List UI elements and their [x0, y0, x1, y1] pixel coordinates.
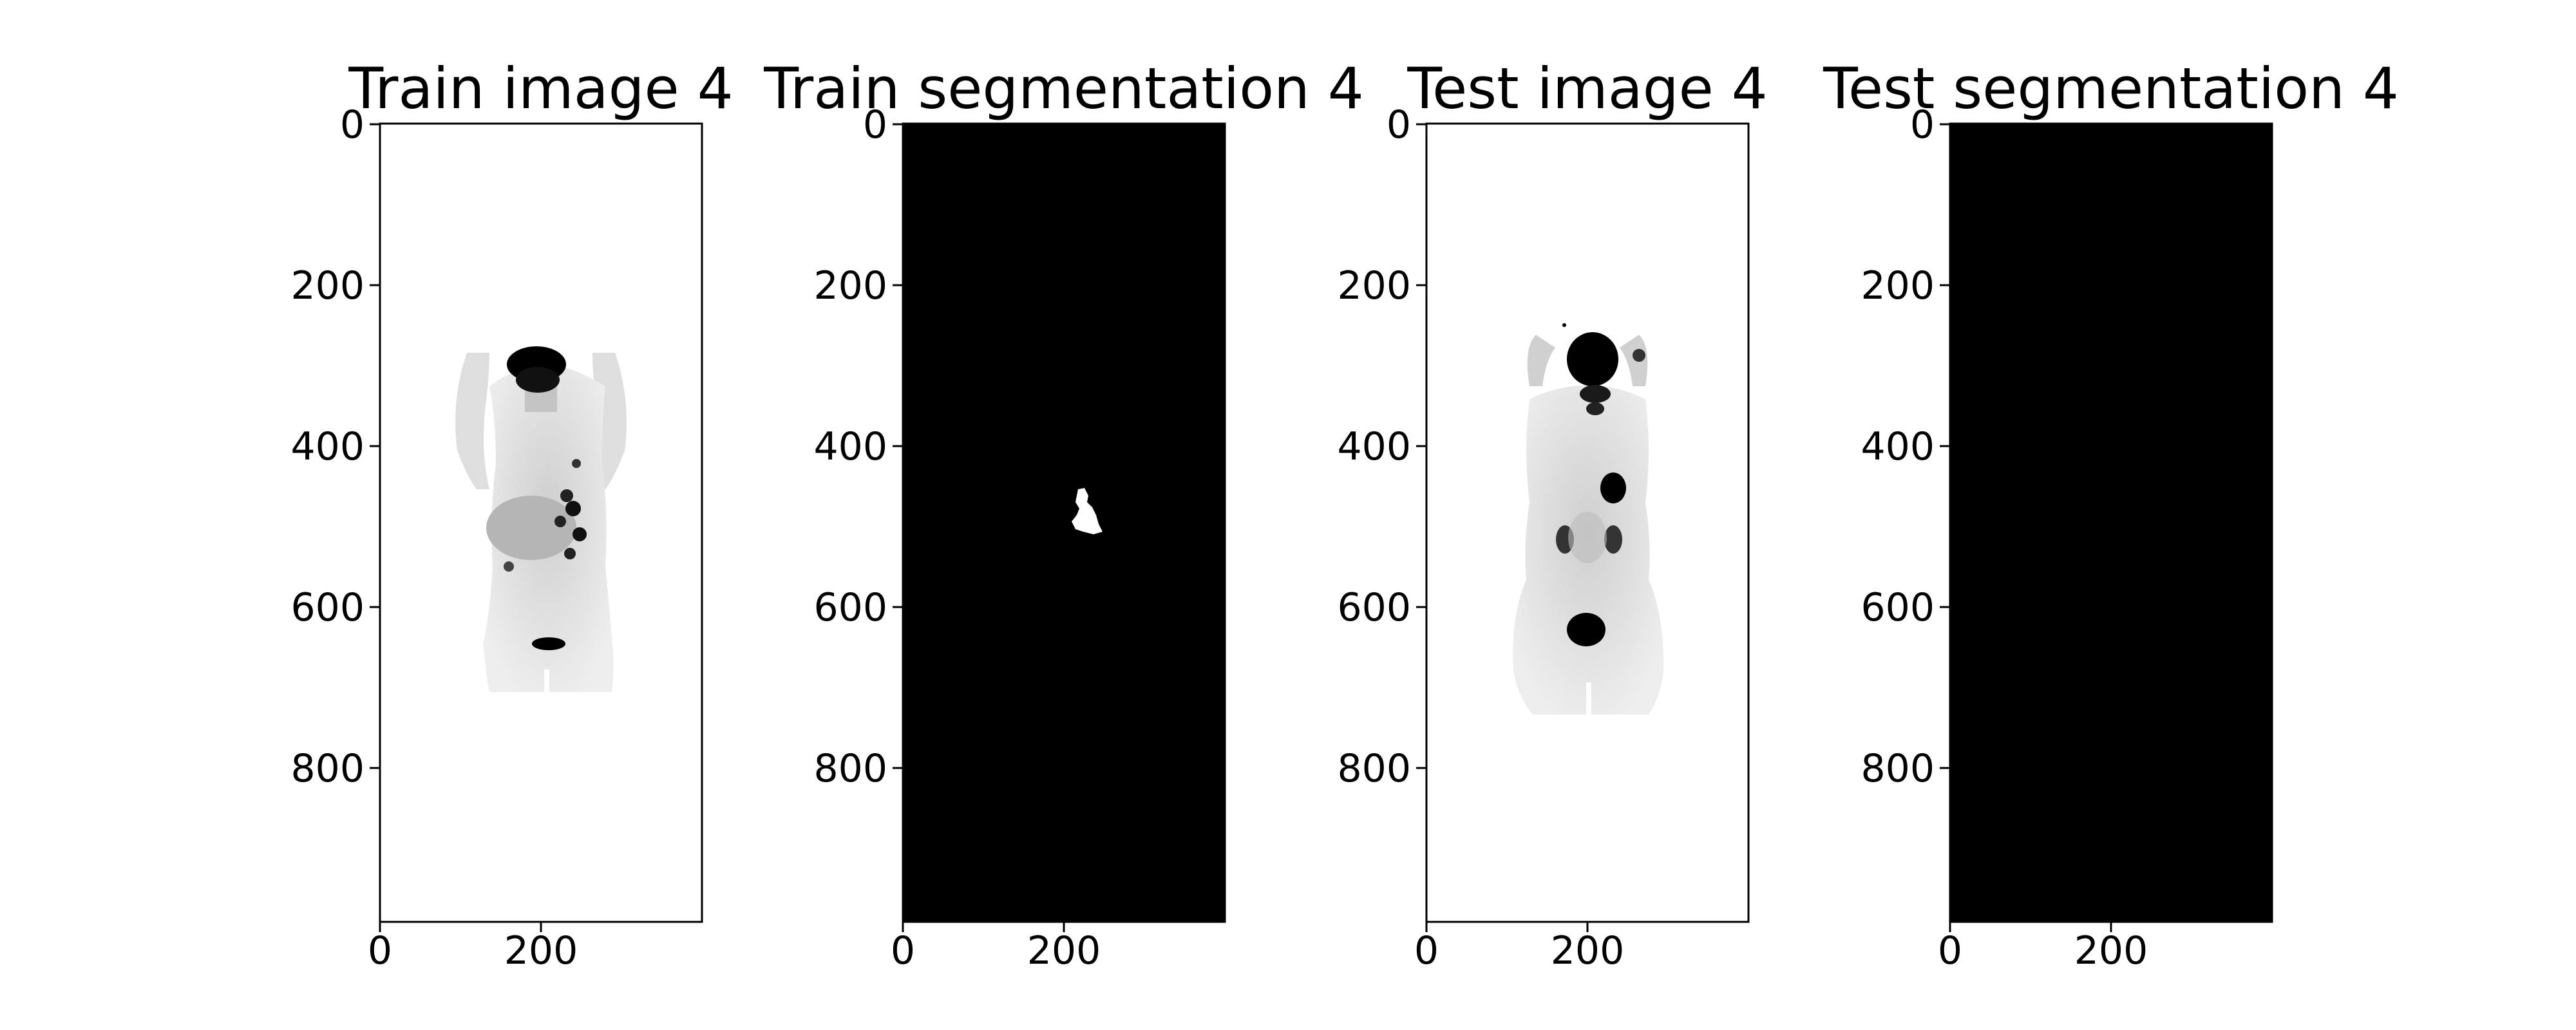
y-tick-label: 200 — [290, 263, 365, 308]
panel-title: Test image 4 — [1406, 55, 1767, 122]
y-tick-label: 0 — [340, 102, 365, 147]
panel-test-segmentation: Test segmentation 4 0 200 400 600 800 0 … — [1823, 55, 2399, 973]
pet-body-silhouette — [1513, 323, 1664, 716]
y-tick-label: 600 — [1861, 585, 1935, 630]
panel-title: Train image 4 — [348, 55, 733, 122]
y-tick-label: 200 — [813, 263, 887, 308]
y-tick-label: 600 — [290, 585, 365, 630]
y-tick-label: 400 — [813, 424, 887, 469]
panel-title: Test segmentation 4 — [1823, 55, 2399, 122]
image-frame — [1949, 122, 2273, 923]
x-axis: 0 200 — [1414, 922, 1624, 973]
x-axis: 0 200 — [368, 922, 578, 973]
segmentation-mask — [1072, 488, 1103, 534]
y-tick-label: 600 — [813, 585, 887, 630]
x-tick-label: 200 — [1551, 928, 1625, 973]
x-tick-label: 0 — [891, 928, 915, 973]
y-tick-label: 400 — [1861, 424, 1935, 469]
y-tick-label: 400 — [1337, 424, 1411, 469]
y-axis: 0 200 400 600 800 — [813, 102, 903, 791]
panel-train-image: Train image 4 — [290, 55, 733, 973]
y-tick-label: 800 — [1337, 746, 1411, 791]
x-tick-label: 200 — [2074, 928, 2148, 973]
y-tick-label: 0 — [863, 102, 887, 147]
y-tick-label: 200 — [1861, 263, 1935, 308]
panel-title: Train segmentation 4 — [763, 55, 1364, 122]
x-tick-label: 200 — [1027, 928, 1101, 973]
x-tick-label: 0 — [1414, 928, 1439, 973]
y-tick-label: 200 — [1337, 263, 1411, 308]
x-axis: 0 200 — [1938, 922, 2148, 973]
y-tick-label: 0 — [1387, 102, 1411, 147]
image-frame — [902, 122, 1226, 923]
y-tick-label: 0 — [1910, 102, 1935, 147]
y-axis: 0 200 400 600 800 — [1861, 102, 1950, 791]
y-tick-label: 600 — [1337, 585, 1411, 630]
y-axis: 0 200 400 600 800 — [1337, 102, 1426, 791]
panel-train-segmentation: Train segmentation 4 0 200 400 600 800 0… — [763, 55, 1364, 973]
y-tick-label: 800 — [1861, 746, 1935, 791]
pet-body-silhouette — [455, 346, 627, 694]
panel-test-image: Test image 4 — [1337, 55, 1767, 973]
y-tick-label: 400 — [290, 424, 365, 469]
x-axis: 0 200 — [891, 922, 1101, 973]
y-tick-label: 800 — [290, 746, 365, 791]
y-axis: 0 200 400 600 800 — [290, 102, 380, 791]
x-tick-label: 0 — [368, 928, 392, 973]
y-tick-label: 800 — [813, 746, 887, 791]
x-tick-label: 0 — [1938, 928, 1962, 973]
x-tick-label: 200 — [504, 928, 578, 973]
